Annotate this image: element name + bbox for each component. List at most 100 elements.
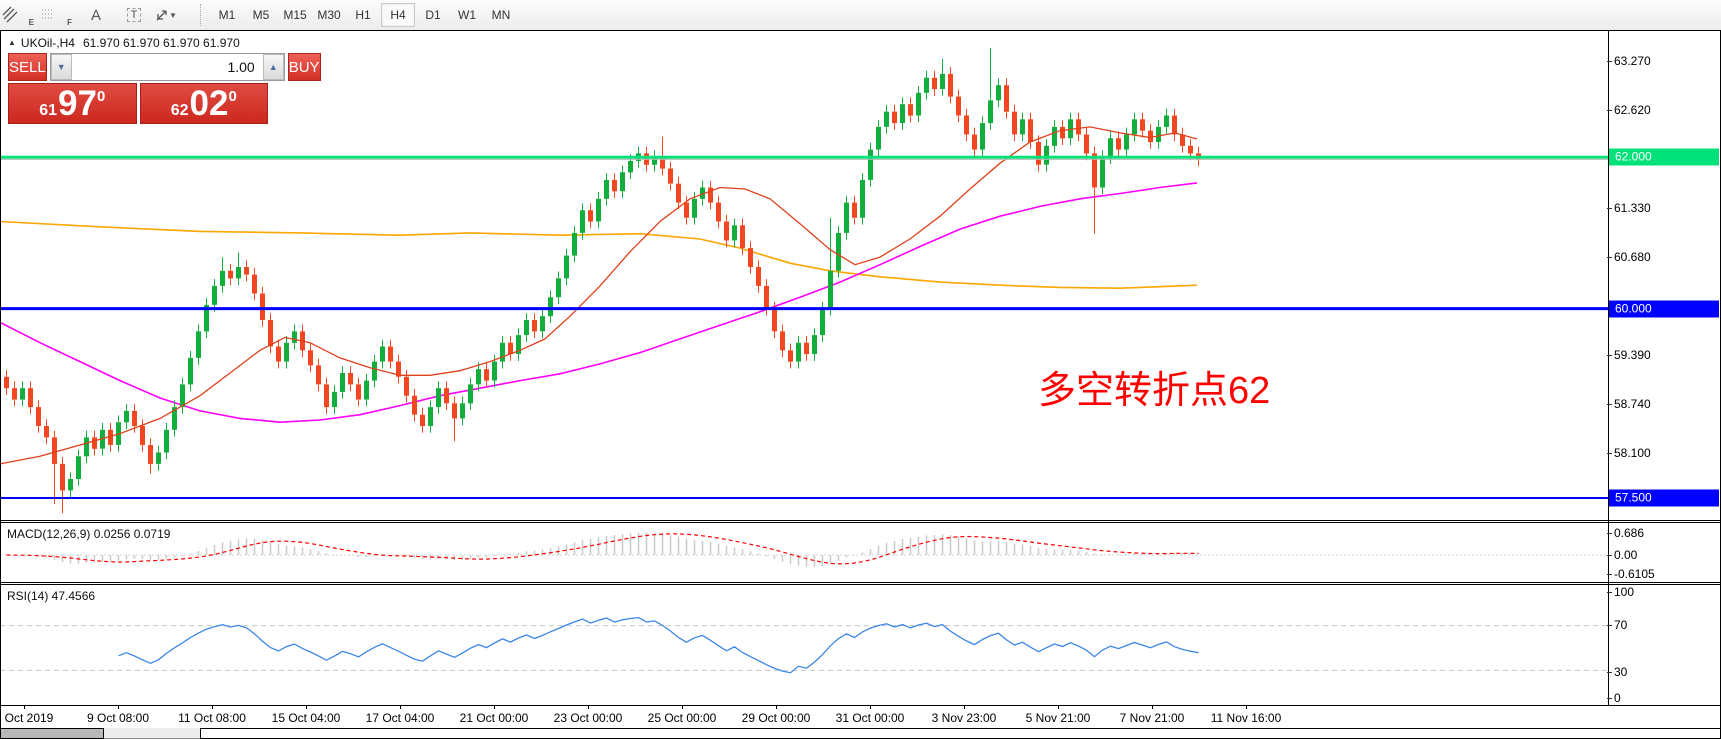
date-tick-label: 7 Oct 2019	[0, 711, 54, 725]
date-tick-mark	[1152, 705, 1153, 709]
chart-annotation: 多空转折点62	[1038, 370, 1271, 412]
macd-tick-label: 0.686	[1606, 526, 1645, 540]
rsi-indicator-pane[interactable]	[0, 585, 1608, 705]
main-pane-bottom-border[interactable]	[0, 520, 1721, 521]
macd-signal-line	[6, 533, 1199, 565]
rsi-tick-label: 0	[1607, 691, 1621, 705]
date-tick-label: 25 Oct 00:00	[647, 711, 717, 725]
price-tick-label: 58.740	[1607, 397, 1651, 412]
date-tick-label: 31 Oct 00:00	[835, 711, 905, 725]
buy-price-box[interactable]: 62 02 0	[139, 83, 268, 124]
date-tick-mark	[1058, 705, 1059, 709]
price-tick-label: 61.330	[1607, 200, 1651, 215]
ma-line	[0, 126, 1198, 465]
date-tick-label: 15 Oct 04:00	[271, 711, 341, 725]
rsi-pane-top-border	[0, 584, 1721, 585]
ma-line	[0, 182, 1198, 424]
date-tick-mark	[306, 705, 307, 709]
date-tick-label: 17 Oct 04:00	[365, 711, 435, 725]
macd-indicator-pane[interactable]	[0, 523, 1608, 582]
ma-line	[0, 220, 1198, 290]
volume-increase-button[interactable]: ▲	[262, 54, 284, 80]
volume-stepper: ▼ ▲	[49, 53, 285, 81]
candlestick-series	[4, 48, 1201, 514]
macd-pane-bottom-border[interactable]	[0, 582, 1721, 583]
timeframe-H1[interactable]: H1	[355, 8, 371, 22]
buy-price-big: 02	[189, 84, 229, 124]
macd-tick-label: -0.6105	[1607, 567, 1655, 581]
timeframe-D1[interactable]: D1	[425, 8, 441, 22]
price-tick-label: 62.620	[1607, 103, 1651, 118]
date-tick-mark	[588, 705, 589, 709]
window-top-border	[0, 30, 1721, 31]
panel-collapse-icon[interactable]: ▲	[8, 38, 16, 47]
sell-price-box[interactable]: 61 97 0	[8, 83, 137, 124]
rsi-tick-label: 100	[1606, 585, 1635, 599]
tool-sub-label: F	[67, 18, 72, 27]
timeframe-W1[interactable]: W1	[458, 8, 476, 22]
timeframe-M5[interactable]: M5	[252, 8, 270, 22]
main-price-chart[interactable]	[0, 30, 1608, 521]
sell-price-small: 61	[39, 102, 57, 119]
date-tick-label: 3 Nov 23:00	[931, 711, 997, 725]
toolbar: E F A T ▼ M1 M5 M15 M30 H1 H4 D1 W1 MN	[0, 0, 1721, 30]
timeframe-MN[interactable]: MN	[491, 8, 511, 22]
date-tick-mark	[118, 705, 119, 709]
date-tick-mark	[494, 705, 495, 709]
toolbar-separator	[200, 4, 202, 26]
date-tick-label: 11 Oct 08:00	[178, 711, 246, 725]
rsi-pane-bottom-border	[0, 705, 1721, 706]
caret-up-icon: ▲	[268, 62, 278, 72]
symbol-header: ▲ UKOil-,H4 61.970 61.970 61.970 61.970	[8, 36, 240, 50]
date-tick-label: 21 Oct 00:00	[459, 711, 529, 725]
text-box-tool-button[interactable]: T	[116, 3, 152, 27]
price-axis-separator[interactable]	[1608, 30, 1609, 706]
timeframe-M1[interactable]: M1	[218, 8, 236, 22]
price-level-tag: 62.000	[1609, 148, 1719, 166]
arrows-tool-button[interactable]: ▼	[154, 3, 190, 27]
date-tick-mark	[400, 705, 401, 709]
price-tick-label: 58.100	[1607, 445, 1651, 460]
date-tick-mark	[682, 705, 683, 709]
ohlc-values: 61.970 61.970 61.970 61.970	[82, 36, 240, 50]
background-window-edge	[0, 728, 104, 739]
date-tick-label: 23 Oct 00:00	[553, 711, 623, 725]
date-tick-mark	[964, 705, 965, 709]
tool-sub-label: E	[28, 18, 34, 27]
buy-button[interactable]: BUY	[287, 53, 321, 81]
volume-input[interactable]	[71, 54, 263, 80]
macd-tick-label: 0.00	[1606, 548, 1638, 562]
background-window-edge	[104, 728, 200, 739]
timeframe-M15[interactable]: M15	[283, 8, 307, 22]
symbol-title: UKOil-,H4	[20, 36, 75, 50]
macd-histogram	[13, 532, 1200, 567]
date-tick-mark	[776, 705, 777, 709]
rsi-line	[118, 616, 1199, 674]
volume-decrease-button[interactable]: ▼	[50, 54, 72, 80]
buy-price-small: 62	[170, 102, 189, 119]
rsi-label: RSI(14) 47.4566	[7, 589, 96, 603]
price-level-tag: 60.000	[1609, 300, 1719, 318]
sell-button[interactable]: SELL	[8, 53, 47, 81]
text-label-tool-button[interactable]: A	[78, 3, 114, 27]
price-level-tag: 57.500	[1609, 489, 1719, 507]
fibonacci-tool-button[interactable]: F	[40, 3, 76, 27]
caret-down-icon: ▼	[56, 62, 66, 72]
date-tick-label: 11 Nov 16:00	[1210, 711, 1282, 725]
timeframe-toolbar: M1 M5 M15 M30 H1 H4 D1 W1 MN	[210, 3, 518, 27]
boxed-t-icon: T	[126, 8, 142, 22]
diagonal-arrows-icon	[156, 10, 167, 21]
date-tick-label: 29 Oct 00:00	[741, 711, 811, 725]
fibonacci-grid-icon	[42, 9, 54, 19]
date-tick-label: 7 Nov 21:00	[1119, 711, 1185, 725]
date-tick-mark	[870, 705, 871, 709]
draw-channel-tool-button[interactable]: E	[2, 3, 38, 27]
timeframe-H4[interactable]: H4	[381, 3, 415, 27]
date-tick-label: 5 Nov 21:00	[1025, 711, 1091, 725]
timeframe-M30[interactable]: M30	[317, 8, 341, 22]
macd-pane-top-border	[0, 522, 1721, 523]
macd-label: MACD(12,26,9) 0.0256 0.0719	[7, 527, 171, 541]
date-tick-mark	[212, 705, 213, 709]
